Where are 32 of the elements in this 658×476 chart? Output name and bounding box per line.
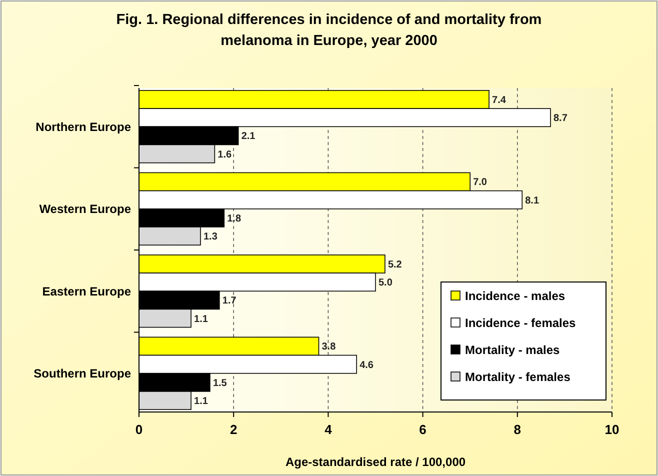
data-label: 3.8 [322, 342, 336, 353]
data-label: 7.0 [473, 177, 488, 188]
y-tick-label: Southern Europe [34, 366, 132, 381]
data-label: 1.1 [194, 396, 208, 407]
x-axis-title: Age-standardised rate / 100,000 [285, 455, 466, 469]
data-label: 1.8 [227, 213, 242, 224]
x-tick-label: 4 [324, 422, 333, 437]
data-label: 5.2 [388, 259, 402, 270]
legend-label: Incidence - females [465, 316, 576, 330]
data-label: 1.3 [203, 232, 218, 243]
y-tick-label: Western Europe [39, 202, 132, 216]
y-tick-label: Northern Europe [36, 120, 132, 134]
x-tick-label: 2 [230, 422, 238, 437]
x-tick-label: 10 [604, 422, 620, 437]
data-label: 2.1 [241, 131, 256, 142]
x-tick-label: 0 [135, 422, 143, 437]
data-label: 8.1 [525, 195, 540, 206]
legend-label: Mortality - males [465, 343, 560, 358]
data-label: 1.6 [218, 149, 232, 160]
data-label: 7.4 [492, 95, 506, 106]
x-tick-label: 6 [419, 422, 426, 437]
legend-label: Mortality - females [465, 370, 571, 384]
data-label: 5.0 [378, 278, 393, 289]
data-label: 8.7 [554, 113, 568, 124]
x-tick-label: 8 [514, 422, 522, 437]
data-label: 1.1 [194, 314, 208, 325]
data-label: 1.7 [222, 296, 237, 307]
chart-title: Fig. 1. Regional differences in incidence of and mortality from melanoma in Europe, year 2000 [116, 12, 542, 49]
y-tick-label: Eastern Europe [42, 284, 132, 298]
legend-label: Incidence - males [465, 289, 566, 304]
data-label: 1.5 [212, 378, 228, 389]
data-label: 4.6 [360, 360, 374, 371]
